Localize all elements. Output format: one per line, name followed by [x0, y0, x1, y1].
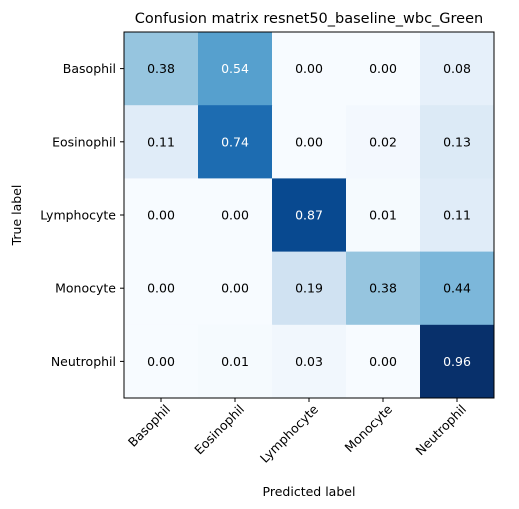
- cell-value-label: 0.00: [147, 281, 175, 296]
- cell-value-label: 0.54: [221, 61, 249, 76]
- heatmap-cell: [124, 105, 199, 179]
- heatmap-cell: [198, 178, 273, 253]
- cell-value-label: 0.01: [369, 208, 397, 223]
- chart-title: Confusion matrix resnet50_baseline_wbc_G…: [135, 11, 483, 27]
- cell-value-label: 0.19: [295, 281, 323, 296]
- cell-value-label: 0.02: [369, 134, 397, 149]
- cell-value-label: 0.87: [295, 208, 323, 223]
- cell-value-label: 0.38: [369, 281, 397, 296]
- cell-value-label: 0.00: [147, 208, 175, 223]
- heatmap-cell: [272, 251, 347, 326]
- heatmap-cell: [346, 178, 421, 253]
- heatmap-cell: [346, 251, 421, 326]
- cell-value-labels: 0.38 0.54 0.00 0.00 0.08 0.11 0.74 0.00 0.02 0.13…: [147, 61, 471, 369]
- y-axis-label: True label: [9, 185, 24, 247]
- cell-value-label: 0.74: [221, 134, 249, 149]
- cell-value-label: 0.00: [221, 281, 249, 296]
- x-tick-label: Eosinophil: [191, 402, 247, 458]
- cell-value-label: 0.00: [369, 61, 397, 76]
- heatmap-cell: [272, 178, 347, 253]
- cell-value-label: 0.11: [147, 134, 175, 149]
- cell-value-label: 0.03: [295, 354, 323, 369]
- cell-value-label: 0.08: [443, 61, 471, 76]
- heatmap-cell: [124, 178, 199, 253]
- cell-value-label: 0.11: [443, 208, 471, 223]
- heatmap-cell: [420, 32, 495, 106]
- heatmap-cell: [198, 251, 273, 326]
- y-tick-label: Eosinophil: [52, 134, 116, 149]
- heatmap-cells: [124, 32, 495, 399]
- x-tick-label: Lymphocyte: [257, 401, 321, 465]
- cell-value-label: 0.44: [443, 281, 471, 296]
- heatmap-cell: [124, 251, 199, 326]
- heatmap-cell: [346, 32, 421, 106]
- y-tick-label: Neutrophil: [51, 354, 116, 369]
- x-axis-label: Predicted label: [263, 484, 356, 499]
- heatmap-cell: [124, 32, 199, 106]
- x-axis-ticks: Basophil Eosinophil Lymphocyte Monocyte Neut…: [125, 398, 469, 466]
- heatmap-cell: [420, 251, 495, 326]
- heatmap-cell: [198, 105, 273, 179]
- heatmap-cell: [124, 324, 199, 399]
- cell-value-label: 0.01: [221, 354, 249, 369]
- heatmap-cell: [272, 324, 347, 399]
- y-tick-label: Basophil: [63, 61, 116, 76]
- y-tick-label: Lymphocyte: [40, 208, 116, 223]
- heatmap-cell: [420, 324, 495, 399]
- heatmap-cell: [272, 32, 347, 106]
- x-tick-label: Basophil: [125, 402, 173, 450]
- heatmap-cell: [198, 32, 273, 106]
- heatmap-cell: [198, 324, 273, 399]
- cell-value-label: 0.38: [147, 61, 175, 76]
- cell-value-label: 0.00: [147, 354, 175, 369]
- cell-value-label: 0.00: [221, 208, 249, 223]
- heatmap-cell: [346, 324, 421, 399]
- x-tick-label: Neutrophil: [412, 402, 469, 459]
- cell-value-label: 0.00: [295, 61, 323, 76]
- heatmap-cell: [346, 105, 421, 179]
- cell-value-label: 0.00: [369, 354, 397, 369]
- heatmap-cell: [420, 178, 495, 253]
- y-tick-label: Monocyte: [55, 281, 116, 296]
- cell-value-label: 0.96: [443, 354, 471, 369]
- heatmap-cell: [420, 105, 495, 179]
- cell-value-label: 0.13: [443, 134, 471, 149]
- x-tick-label: Monocyte: [341, 401, 395, 455]
- cell-value-label: 0.00: [295, 134, 323, 149]
- y-axis-ticks: Basophil Eosinophil Lymphocyte Monocyte Neut…: [40, 61, 124, 369]
- heatmap-cell: [272, 105, 347, 179]
